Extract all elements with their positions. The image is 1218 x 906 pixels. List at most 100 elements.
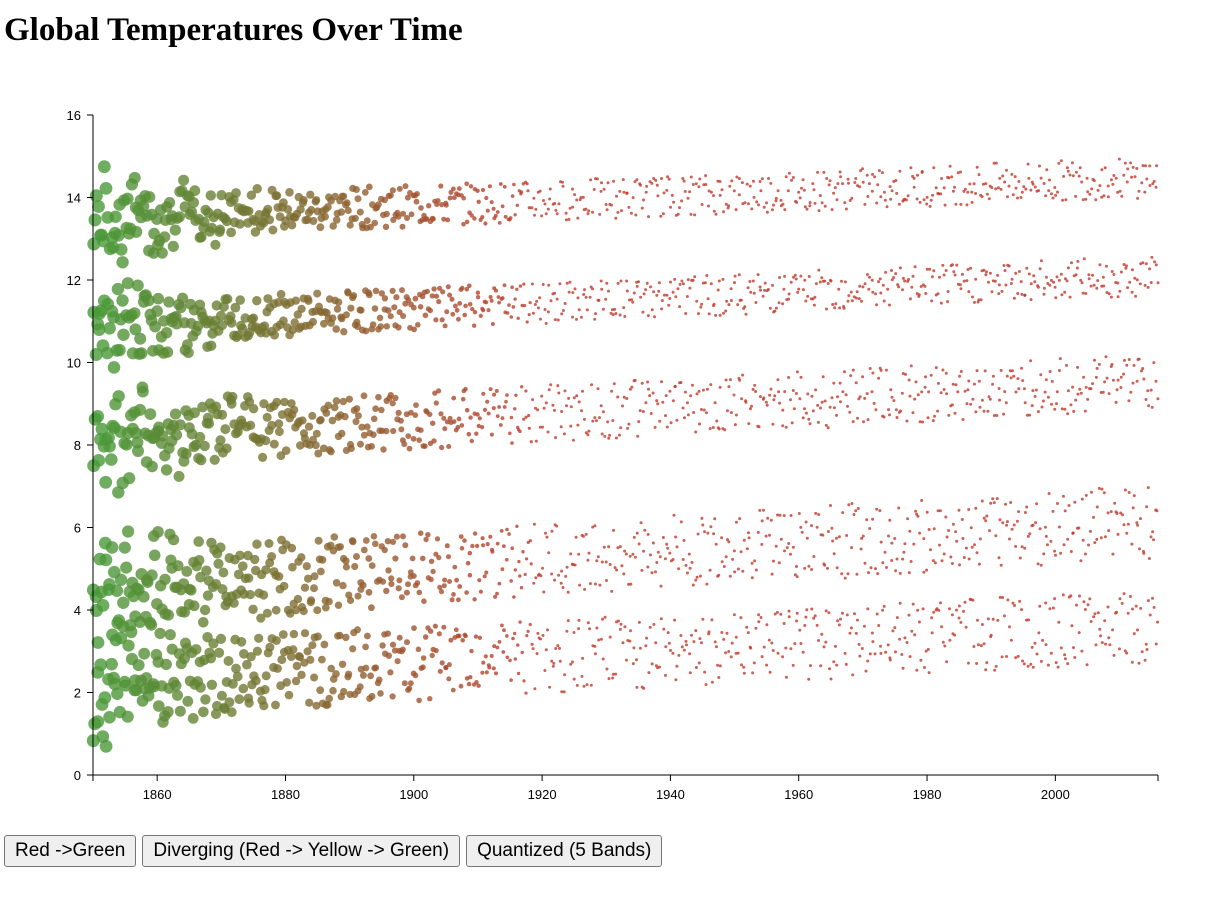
data-point [966, 388, 970, 392]
data-point [460, 285, 465, 291]
data-point [807, 564, 811, 568]
data-point [310, 572, 319, 581]
data-point [977, 562, 981, 566]
data-point [691, 278, 695, 282]
quantized-button[interactable]: Quantized (5 Bands) [466, 835, 663, 867]
data-point [612, 382, 616, 386]
data-point [1038, 164, 1041, 168]
data-point [751, 279, 755, 283]
data-point [489, 298, 494, 303]
data-point [1055, 275, 1059, 279]
data-point [1061, 198, 1065, 202]
data-point [575, 317, 578, 321]
data-point [824, 609, 828, 613]
data-point [671, 399, 675, 403]
data-point [320, 640, 329, 649]
data-point [1109, 510, 1113, 514]
data-point [648, 180, 652, 184]
data-point [865, 173, 869, 177]
data-point [381, 295, 389, 302]
data-point [1036, 285, 1040, 289]
data-point [634, 213, 638, 217]
x-tick-label: 1980 [913, 787, 942, 802]
data-point [1042, 286, 1046, 290]
data-point [362, 664, 370, 672]
data-point [955, 608, 958, 612]
data-point [1070, 624, 1074, 628]
data-point [1037, 631, 1041, 635]
data-point [562, 432, 566, 436]
data-point [774, 306, 778, 310]
data-point [1140, 369, 1143, 373]
data-point [515, 524, 519, 528]
data-point [765, 201, 768, 205]
data-point [895, 416, 899, 419]
data-point [574, 535, 578, 539]
data-point [885, 566, 888, 569]
data-point [557, 391, 561, 395]
data-point [907, 278, 911, 281]
data-point [787, 376, 791, 379]
data-point [203, 418, 215, 429]
data-point [160, 327, 173, 339]
data-point [395, 324, 402, 331]
data-point [772, 398, 776, 402]
data-point [856, 618, 859, 622]
data-point [625, 658, 628, 662]
data-point [1046, 543, 1049, 547]
data-point [314, 449, 323, 458]
data-point [970, 545, 974, 549]
data-point [244, 698, 254, 708]
data-point [560, 410, 564, 413]
data-point [837, 535, 841, 539]
data-point [655, 561, 659, 564]
y-tick-label: 2 [74, 686, 81, 701]
data-point [854, 631, 858, 635]
data-point [258, 452, 268, 462]
data-point [275, 427, 284, 436]
data-point [652, 177, 656, 180]
data-point [442, 426, 448, 432]
data-point [671, 290, 675, 294]
red-green-button[interactable]: Red ->Green [4, 835, 137, 867]
data-point [686, 401, 689, 405]
data-point [1063, 657, 1067, 661]
data-point [557, 202, 561, 206]
data-point [595, 626, 599, 630]
data-point [362, 643, 369, 651]
diverging-button[interactable]: Diverging (Red -> Yellow -> Green) [142, 835, 461, 867]
data-point [613, 307, 617, 311]
data-point [829, 279, 833, 283]
data-point [565, 404, 568, 408]
data-point [707, 630, 711, 634]
data-point [683, 390, 687, 394]
data-point [832, 191, 836, 195]
data-point [901, 372, 905, 375]
data-point [261, 436, 271, 446]
data-point [467, 283, 472, 289]
data-point [156, 430, 168, 442]
data-point [553, 291, 556, 295]
data-point [1069, 594, 1073, 598]
data-point [1144, 642, 1148, 646]
data-point [1146, 599, 1150, 603]
data-point [389, 287, 396, 294]
data-point [128, 307, 141, 320]
data-point [563, 302, 567, 305]
data-point [1154, 379, 1158, 383]
data-point [951, 263, 954, 267]
data-point [223, 656, 234, 666]
data-point [347, 444, 355, 453]
data-point [411, 625, 417, 631]
data-point [582, 684, 586, 688]
data-point [1107, 392, 1111, 396]
data-point [284, 690, 294, 700]
data-point [1149, 281, 1153, 284]
data-point [651, 541, 655, 545]
data-point [740, 181, 744, 185]
data-point [936, 292, 940, 296]
data-point [874, 567, 877, 571]
data-point [1017, 270, 1021, 273]
data-point [717, 573, 721, 577]
y-tick-label: 12 [67, 273, 81, 288]
